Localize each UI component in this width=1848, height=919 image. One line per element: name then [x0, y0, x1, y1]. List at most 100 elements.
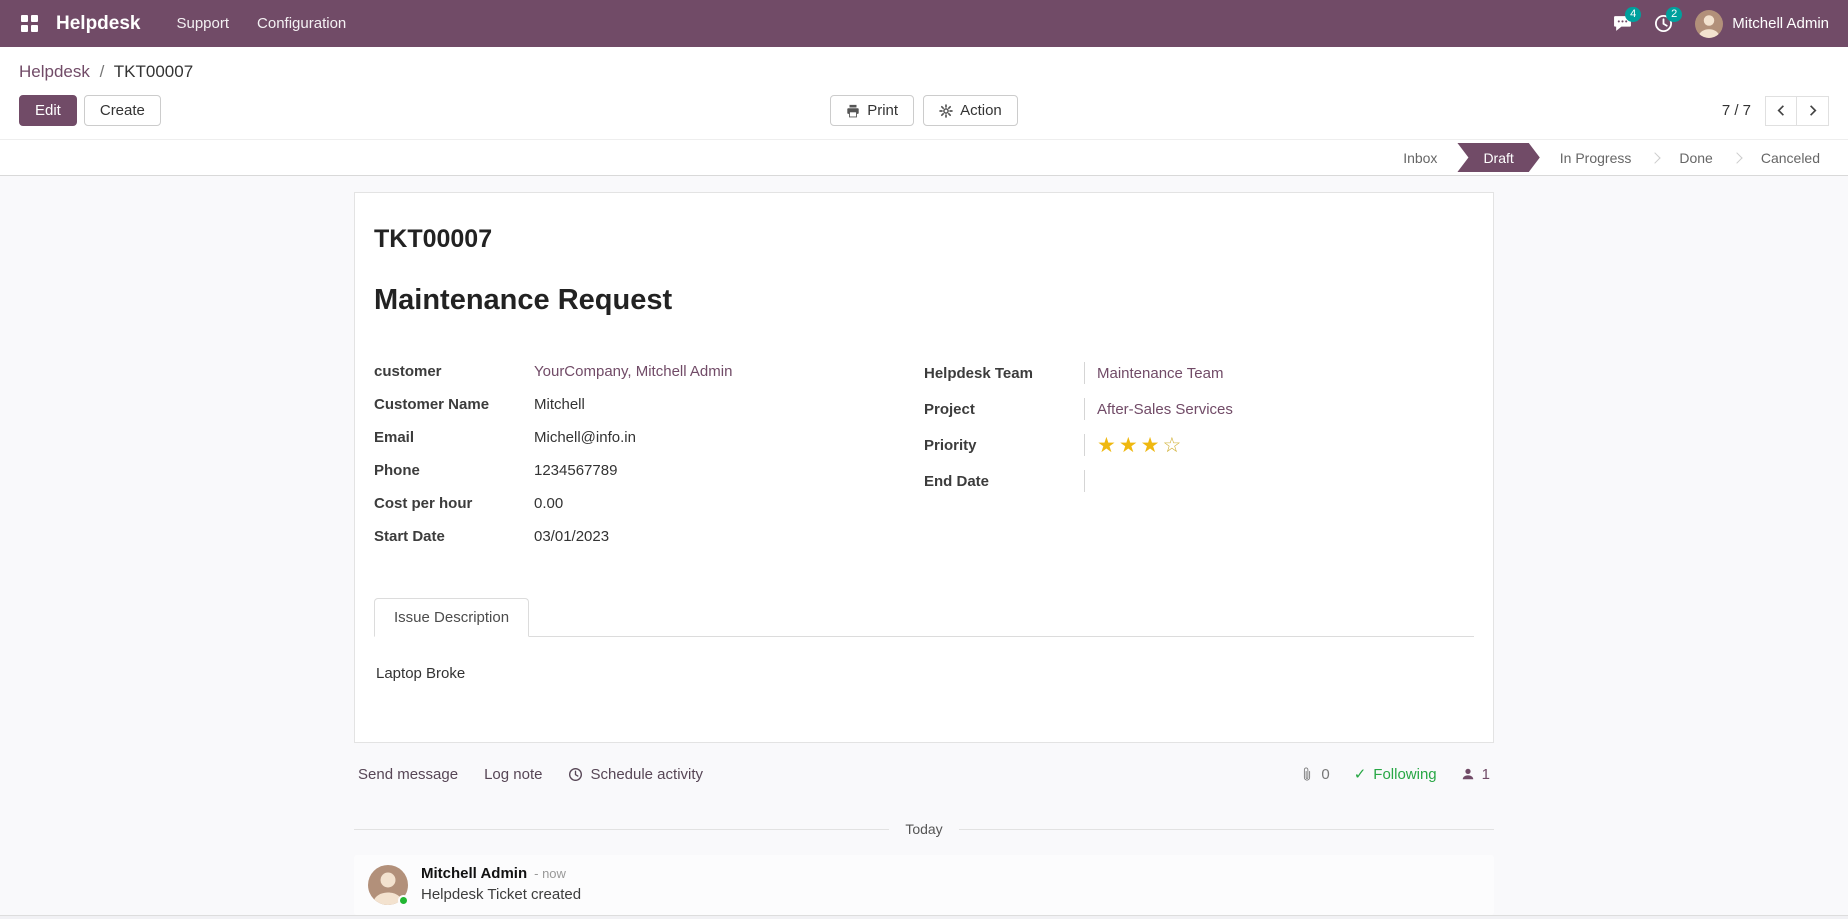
pager: 7 / 7	[1018, 95, 1829, 126]
divider-line	[354, 828, 890, 830]
following-label: Following	[1373, 765, 1437, 783]
field-label: Phone	[374, 462, 420, 479]
followers-button[interactable]: 1	[1461, 766, 1490, 783]
chatter-topbar: Send message Log note Schedule activity …	[354, 759, 1494, 789]
pager-prev-button[interactable]	[1765, 95, 1797, 126]
systray: 4 2 Mitchell Admin	[1613, 7, 1829, 38]
field-row-phone: Phone 1234567789	[374, 454, 876, 487]
priority-stars: ★ ★ ★ ☆	[1097, 435, 1181, 456]
following-button[interactable]: ✓ Following	[1353, 765, 1437, 784]
field-label: Customer Name	[374, 396, 490, 413]
pager-next-button[interactable]	[1797, 95, 1829, 126]
field-row-project: Project After-Sales Services	[924, 391, 1474, 427]
stage-done[interactable]: Done	[1679, 149, 1713, 166]
notebook-tabs: Issue Description	[374, 597, 1474, 637]
messages-button[interactable]: 4	[1613, 7, 1642, 33]
pager-value: 7 / 7	[1721, 102, 1751, 119]
attachments-count: 0	[1321, 765, 1330, 783]
ticket-reference: TKT00007	[374, 225, 493, 253]
tab-issue-description[interactable]: Issue Description	[374, 598, 530, 637]
schedule-activity-button[interactable]: Schedule activity	[568, 766, 703, 783]
form-groups: customer YourCompany, Mitchell Admin Cus…	[374, 355, 1474, 553]
stage-inbox[interactable]: Inbox	[1403, 149, 1438, 166]
field-value: 0.00	[534, 495, 564, 512]
person-icon	[1462, 768, 1473, 780]
clock-icon	[1655, 15, 1673, 32]
field-label: Priority	[924, 436, 977, 454]
menu-configuration[interactable]: Configuration	[257, 15, 347, 32]
create-button[interactable]: Create	[83, 95, 161, 126]
user-menu[interactable]: Mitchell Admin	[1695, 9, 1829, 38]
main-content: TKT00007 Maintenance Request customer Yo…	[0, 176, 1848, 919]
field-value: Mitchell	[534, 396, 585, 413]
form-group-left: customer YourCompany, Mitchell Admin Cus…	[374, 355, 924, 553]
printer-icon	[847, 104, 859, 117]
form-group-right: Helpdesk Team Maintenance Team Project A…	[924, 355, 1474, 553]
priority-star[interactable]: ★	[1140, 433, 1160, 457]
field-row-helpdesk-team: Helpdesk Team Maintenance Team	[924, 355, 1474, 391]
statusbar: Inbox Draft In Progress Done Canceled	[0, 139, 1848, 176]
ticket-title: Maintenance Request	[374, 284, 673, 316]
field-row-cost-per-hour: Cost per hour 0.00	[374, 487, 876, 520]
field-row-email: Email Michell@info.in	[374, 421, 876, 454]
schedule-activity-label: Schedule activity	[590, 765, 704, 783]
field-cell: Maintenance Team	[1084, 362, 1474, 384]
message-avatar	[368, 865, 408, 905]
gear-icon	[939, 103, 953, 118]
notebook: Issue Description Laptop Broke	[374, 597, 1474, 692]
field-label: End Date	[924, 472, 990, 490]
action-label: Action	[960, 102, 1002, 119]
action-button[interactable]: Action	[923, 95, 1018, 126]
edit-button[interactable]: Edit	[19, 95, 77, 126]
print-button[interactable]: Print	[830, 95, 915, 126]
person-icon	[1698, 14, 1720, 38]
customer-link[interactable]: YourCompany, Mitchell Admin	[534, 363, 733, 380]
person-icon	[373, 872, 403, 905]
breadcrumb-parent-link[interactable]: Helpdesk	[19, 62, 90, 81]
form-sheet: TKT00007 Maintenance Request customer Yo…	[354, 192, 1494, 743]
field-label: Email	[374, 429, 415, 446]
stage-in-progress[interactable]: In Progress	[1559, 149, 1632, 166]
priority-star[interactable]: ★	[1097, 433, 1116, 457]
priority-star[interactable]: ★	[1118, 433, 1138, 457]
date-divider-label: Today	[905, 821, 943, 837]
online-status-dot	[398, 895, 409, 906]
activities-button[interactable]: 2	[1654, 7, 1683, 33]
chatter: Send message Log note Schedule activity …	[354, 759, 1495, 915]
chevron-right-icon	[1810, 105, 1817, 116]
message-author[interactable]: Mitchell Admin	[421, 865, 528, 882]
field-label: Helpdesk Team	[924, 364, 1033, 382]
priority-star[interactable]: ☆	[1162, 433, 1182, 457]
attachments-button[interactable]: 0	[1300, 765, 1330, 783]
menu-support[interactable]: Support	[176, 15, 230, 32]
activities-badge: 2	[1666, 7, 1683, 22]
control-panel-center: Print Action	[830, 95, 1018, 126]
paperclip-icon	[1304, 767, 1311, 781]
breadcrumb: Helpdesk / TKT00007	[0, 47, 1848, 86]
user-name: Mitchell Admin	[1732, 15, 1829, 32]
check-icon: ✓	[1353, 766, 1367, 783]
apps-menu-button[interactable]	[10, 0, 48, 47]
field-value: 1234567789	[534, 462, 618, 479]
field-cell	[1084, 470, 1474, 492]
field-value: 03/01/2023	[534, 528, 610, 545]
project-link[interactable]: After-Sales Services	[1097, 400, 1233, 418]
send-message-button[interactable]: Send message	[358, 765, 459, 783]
footer-band	[0, 915, 1848, 919]
issue-description-text: Laptop Broke	[376, 665, 466, 682]
field-cell: After-Sales Services	[1084, 398, 1474, 420]
print-label: Print	[867, 102, 899, 119]
message-header: Mitchell Admin - now	[421, 865, 581, 882]
messages-badge: 4	[1625, 7, 1642, 22]
helpdesk-team-link[interactable]: Maintenance Team	[1097, 364, 1224, 382]
stage-draft[interactable]: Draft	[1457, 143, 1539, 172]
field-row-start-date: Start Date 03/01/2023	[374, 520, 876, 553]
chevron-left-icon	[1776, 105, 1784, 116]
stage-canceled[interactable]: Canceled	[1760, 149, 1820, 166]
field-row-end-date: End Date	[924, 463, 1474, 499]
breadcrumb-separator: /	[99, 62, 105, 81]
field-label: Cost per hour	[374, 495, 473, 512]
log-note-button[interactable]: Log note	[484, 765, 543, 783]
pager-buttons	[1765, 95, 1829, 126]
message-time: - now	[534, 866, 566, 881]
